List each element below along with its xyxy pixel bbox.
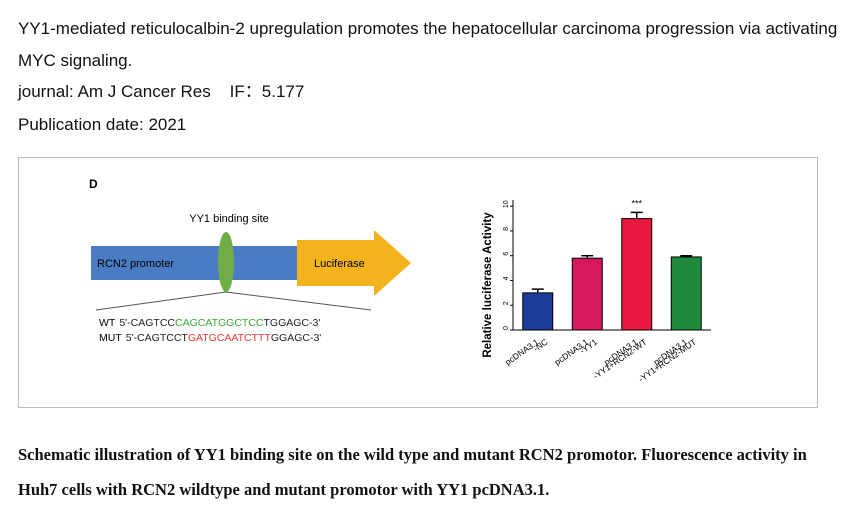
sequence-label: WT: [99, 317, 116, 329]
date: 2021: [148, 115, 187, 134]
significance: ***: [631, 198, 642, 208]
if-label: IF：: [229, 82, 262, 101]
sequence: MUT 5'-CAGTCCTGATGCAATCTTTGGAGC-3': [99, 332, 321, 344]
sequences: WT 5'-CAGTCCCAGCATGGCTCCTGGAGC-3' MUT 5'-CA…: [99, 317, 321, 344]
bar: [571, 257, 603, 331]
figure: D YY1 binding site RCN2 promoter Lucifer…: [18, 157, 818, 408]
y-tick-label: 6: [503, 252, 510, 256]
article-title: YY1-mediated reticulocalbin-2 upregulati…: [18, 19, 838, 70]
binding-site: [218, 232, 234, 292]
bar: [621, 218, 653, 331]
zoom-line: [225, 291, 372, 311]
sequence-segment: TGGAGC-3': [264, 317, 321, 329]
binding-site-label: YY1 binding site: [189, 213, 269, 225]
sequence-segment: GGAGC-3': [271, 332, 321, 344]
promoter-bar: [91, 246, 301, 280]
y-tick-label: 10: [503, 200, 510, 208]
y-tick-label: 2: [503, 301, 510, 305]
sequence-segment: CAGCATGGCTCC: [175, 317, 264, 329]
zoom-line: [95, 291, 227, 311]
sequence: WT 5'-CAGTCCCAGCATGGCTCCTGGAGC-3': [99, 317, 320, 329]
impact-factor: 5.177: [261, 82, 305, 101]
date-label: Publication date:: [18, 115, 144, 134]
reporter-label: Luciferase: [314, 258, 365, 270]
sequence-label: MUT: [99, 332, 122, 344]
bar: [522, 292, 554, 331]
y-tick-label: 0: [503, 326, 510, 330]
bar: [670, 256, 702, 331]
y-tick-label: 4: [503, 276, 510, 280]
journal-line: journal: Am J Cancer Res IF：5.177: [18, 81, 304, 103]
sequence-segment: GATGCAATCTTT: [188, 332, 272, 344]
y-axis-label: Relative luciferase Activity: [482, 212, 494, 358]
luciferase-arrow: [297, 230, 411, 296]
caption: Schematic illustration of YY1 binding si…: [18, 445, 807, 499]
journal-label: journal:: [18, 82, 74, 101]
panel-label: D: [89, 177, 98, 191]
promoter-label: RCN2 promoter: [97, 258, 174, 270]
y-tick-label: 8: [503, 227, 510, 231]
date-line: Publication date: 2021: [18, 114, 186, 136]
sequence-segment: 5'-CAGTCCT: [126, 332, 189, 344]
journal: Am J Cancer Res: [77, 82, 211, 101]
figure-svg: D YY1 binding site RCN2 promoter Lucifer…: [89, 177, 711, 384]
sequence-segment: 5'-CAGTCC: [119, 317, 175, 329]
